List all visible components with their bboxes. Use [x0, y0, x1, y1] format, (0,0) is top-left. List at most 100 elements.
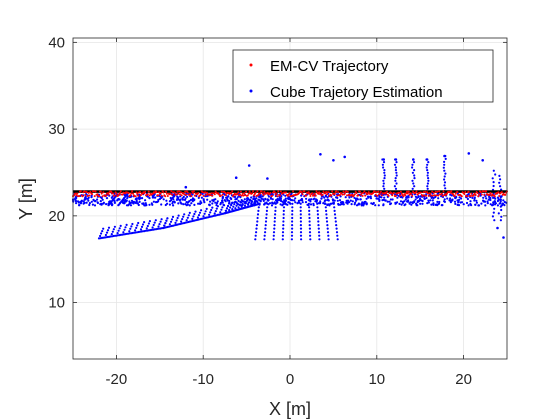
em-cv-point — [271, 194, 274, 197]
cube-point — [171, 215, 175, 218]
cube-point — [108, 200, 111, 203]
cube-point — [137, 221, 140, 225]
em-cv-point — [399, 190, 402, 193]
em-cv-point — [269, 192, 272, 194]
cube-point — [274, 202, 277, 205]
cube-point — [326, 198, 330, 201]
cube-point — [93, 204, 97, 207]
cube-point — [101, 198, 104, 201]
cube-point — [88, 202, 91, 205]
cube-point — [136, 202, 139, 205]
cube-point — [335, 231, 339, 234]
cube-point — [443, 154, 446, 158]
em-cv-point — [93, 195, 96, 198]
cube-point — [412, 158, 415, 161]
x-tick-label: 20 — [455, 371, 472, 388]
cube-point — [107, 226, 111, 229]
cube-point — [325, 220, 329, 223]
cube-point — [394, 158, 398, 161]
y-tick-label: 40 — [48, 34, 65, 51]
cube-point — [332, 159, 335, 162]
cube-point — [444, 172, 447, 175]
cube-point — [216, 200, 219, 203]
cube-point — [318, 202, 322, 205]
cube-point — [130, 199, 134, 202]
cube-point — [128, 230, 131, 233]
cube-point — [198, 211, 202, 214]
cube-point — [294, 197, 297, 200]
cube-point — [443, 200, 446, 203]
cube-point — [498, 181, 501, 184]
em-cv-point — [339, 193, 341, 196]
em-cv-point — [266, 191, 269, 194]
cube-point — [250, 196, 253, 199]
em-cv-point — [100, 192, 103, 195]
cube-point — [361, 201, 364, 204]
cube-point — [350, 203, 353, 206]
em-cv-point — [398, 191, 401, 194]
cube-point — [307, 199, 310, 202]
cube-point — [499, 195, 502, 198]
cube-point — [123, 201, 126, 204]
cube-point — [283, 200, 286, 204]
cube-point — [326, 224, 329, 227]
em-cv-point — [86, 195, 89, 197]
cube-point — [475, 199, 478, 202]
cube-point — [501, 202, 504, 205]
cube-point — [312, 202, 315, 205]
cube-point — [204, 210, 207, 213]
cube-point — [431, 199, 434, 202]
tick-labels: -20 -10 0 10 20 10 20 30 40 — [48, 34, 472, 388]
cube-point — [168, 223, 171, 226]
cube-point — [260, 197, 263, 200]
cube-point — [193, 199, 196, 202]
em-cv-point — [130, 192, 133, 195]
cube-point — [491, 203, 494, 207]
em-cv-point — [429, 192, 432, 195]
cube-point — [129, 204, 133, 207]
cube-point — [381, 163, 384, 166]
cube-point — [122, 231, 125, 234]
em-cv-point — [74, 192, 77, 195]
em-cv-point — [225, 194, 228, 197]
cube-point — [389, 198, 392, 201]
cube-point — [159, 220, 162, 223]
cube-point — [421, 199, 424, 203]
em-cv-point — [308, 192, 311, 195]
cube-point — [296, 202, 299, 205]
cube-point — [257, 206, 260, 209]
cube-point — [171, 202, 174, 205]
cube-point — [113, 225, 116, 228]
cube-point — [125, 223, 128, 226]
legend: EM-CV Trajectory Cube Trajetory Estimati… — [232, 49, 494, 103]
cube-point — [319, 153, 322, 156]
em-cv-point — [399, 194, 401, 197]
cube-point — [416, 199, 420, 203]
cube-point — [221, 197, 224, 200]
em-cv-point — [127, 192, 130, 195]
em-cv-point — [165, 190, 168, 193]
cube-point — [335, 227, 338, 230]
cube-point — [438, 200, 441, 204]
em-cv-point — [435, 194, 438, 197]
cube-point — [417, 195, 420, 198]
cube-point — [414, 198, 417, 201]
cube-point — [145, 204, 148, 207]
em-cv-point — [85, 191, 88, 194]
em-cv-point — [394, 195, 397, 198]
cube-point — [100, 232, 103, 235]
cube-point — [117, 197, 120, 201]
em-cv-point — [480, 193, 483, 196]
cube-point — [230, 197, 233, 201]
cube-point — [126, 197, 129, 200]
cube-point — [484, 204, 487, 207]
em-cv-point — [255, 195, 258, 197]
cube-point — [399, 200, 403, 203]
em-cv-point — [205, 191, 208, 194]
cube-point — [374, 204, 377, 207]
em-cv-point — [357, 194, 360, 197]
cube-point — [214, 210, 217, 213]
cube-point — [382, 161, 386, 164]
cube-point — [234, 207, 237, 210]
cube-point — [116, 232, 119, 235]
